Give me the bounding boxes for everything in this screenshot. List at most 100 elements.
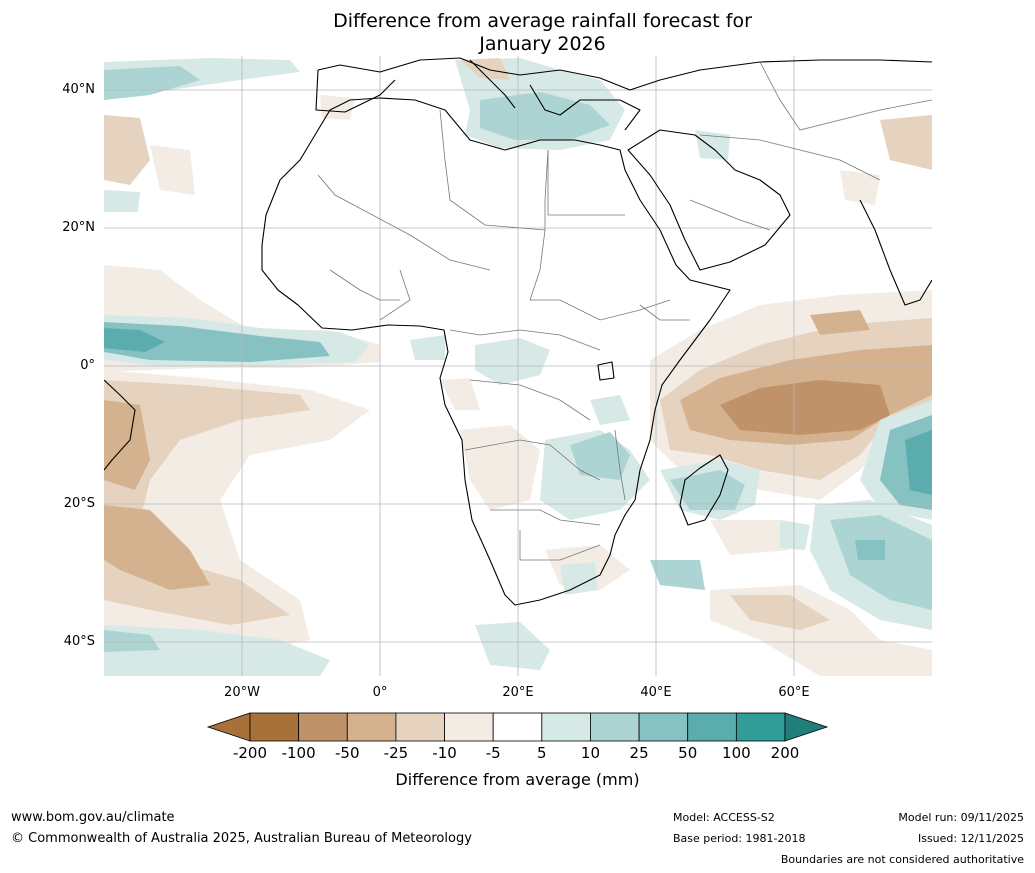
footer-copyright: © Commonwealth of Australia 2025, Austra… [11, 831, 472, 846]
lat-label-20s: 20°S [63, 496, 95, 511]
border-middle-east [699, 134, 881, 181]
anomaly-wet-south-cape [475, 622, 550, 670]
colorbar-tick-label: 10 [580, 744, 600, 762]
coastlines [104, 57, 932, 606]
anomaly-wet-tropical-atlantic-mid [104, 322, 330, 362]
colorbar-tick-label: -5 [485, 744, 501, 762]
lon-label-20w: 20°W [224, 685, 260, 700]
border-south-africa [519, 530, 601, 561]
anomaly-wet-middle-east [695, 130, 730, 160]
colorbar [206, 712, 829, 742]
colorbar-title: Difference from average (mm) [395, 770, 640, 789]
border-mozambique [614, 429, 626, 501]
anomaly-dry-maldives [810, 310, 870, 335]
colorbar-swatches [249, 712, 786, 742]
anomaly-wet-north-atlantic-core [104, 66, 200, 100]
anomaly-wet-south-indian-ocean [830, 515, 932, 610]
colorbar-tick-label: 200 [770, 744, 800, 762]
colorbar-tick-label: 100 [722, 744, 751, 762]
coast-india [859, 199, 932, 306]
anomaly-wet-zambia [570, 432, 630, 480]
map-area [104, 56, 932, 676]
colorbar-tick-label: -25 [383, 744, 409, 762]
anomaly-dry-iran [880, 115, 932, 170]
colorbar-swatch [735, 712, 786, 742]
map-title: Difference from average rainfall forecas… [0, 10, 1035, 56]
anomaly-wet-tanzania [590, 395, 630, 425]
anomaly-wet-tropical-atlantic-core [104, 328, 165, 352]
anomaly-wet-atlantic-20n [104, 190, 140, 212]
anomaly-dry-south-atlantic-core [104, 505, 210, 590]
colorbar-swatch [492, 712, 543, 742]
colorbar-tick-label: -100 [281, 744, 316, 762]
colorbar-tick-label: -10 [432, 744, 457, 762]
anomaly-dry-arabian-sea-north [840, 170, 880, 205]
footer-disclaimer: Boundaries are not considered authoritat… [780, 853, 1024, 866]
coast-africa [261, 97, 731, 606]
coast-iberia [315, 69, 396, 113]
border-angola-zambia [464, 439, 601, 481]
anomaly-wet-mozambique-south [650, 560, 705, 590]
anomaly-dry-iberia [320, 95, 355, 120]
coast-madagascar [679, 454, 729, 526]
colorbar-tick-label: 5 [537, 744, 547, 762]
colorbar-tick-label: -200 [232, 744, 268, 762]
border-caucasus-iran [759, 61, 932, 131]
colorbar-swatch [541, 712, 591, 742]
colorbar-swatch [590, 712, 640, 742]
anomaly-wet-congo [475, 338, 550, 385]
anomaly-wet-south-africa-east [560, 562, 598, 595]
anomaly-wet-small-south-indian [780, 520, 810, 550]
coast-greece-turkey [529, 84, 641, 131]
lon-label-0: 0° [372, 685, 388, 700]
border-saudi-yemen [689, 199, 771, 231]
border-ethiopia-somalia [639, 304, 690, 321]
footer-issued: Issued: 12/11/2025 [917, 832, 1024, 845]
colorbar-swatch [687, 712, 737, 742]
border-sahara-west [317, 174, 491, 271]
border-drc-south [469, 379, 591, 421]
colorbar-extend-low [206, 712, 251, 742]
anomaly-dry-southern-indian [730, 595, 830, 630]
lat-label-40s: 40°S [63, 634, 95, 649]
coast-europe [317, 57, 932, 91]
border-west-africa-b [329, 269, 400, 301]
coast-italy [469, 59, 516, 109]
title-line-1: Difference from average rainfall forecas… [333, 10, 752, 32]
lon-label-20e: 20°E [502, 685, 534, 700]
anomaly-dry-canary [150, 145, 195, 195]
colorbar-tick-label: 25 [629, 744, 649, 762]
colorbar-swatch [298, 712, 348, 742]
anomaly-dry-west-africa-coast [104, 115, 150, 185]
colorbar-swatch [638, 712, 689, 742]
anomaly-wet-gabon [410, 335, 445, 360]
footer-model-run: Model run: 09/11/2025 [898, 811, 1024, 824]
anomaly-dry-mascarene [710, 520, 790, 555]
border-chad-sudan [529, 229, 671, 321]
coast-brazil [104, 379, 136, 471]
colorbar-extend-high [784, 712, 829, 742]
footer-base-period: Base period: 1981-2018 [673, 832, 806, 845]
border-namibia-botswana [490, 509, 601, 526]
anomaly-wet-southern-ocean-west-core [104, 630, 160, 652]
anomaly-dry-indian-ocean-core [720, 380, 890, 435]
anomaly-wet-south-indian-ocean-core [855, 540, 885, 560]
anomaly-wet-madagascar [670, 470, 745, 510]
border-egypt-sudan [547, 150, 625, 216]
coast-arabia [627, 129, 791, 271]
colorbar-swatch [395, 712, 445, 742]
lon-label-60e: 60°E [778, 685, 810, 700]
title-line-2: January 2026 [479, 33, 606, 55]
colorbar-tick-label: 50 [678, 744, 698, 762]
border-central-africa [449, 329, 601, 351]
anomaly-fields [104, 58, 932, 676]
footer-website: www.bom.gov.au/climate [11, 810, 175, 825]
lat-label-40n: 40°N [62, 82, 95, 97]
colorbar-swatch [346, 712, 397, 742]
border-west-africa-a [379, 269, 411, 321]
footer-model: Model: ACCESS-S2 [673, 811, 775, 824]
lat-label-20n: 20°N [62, 220, 95, 235]
border-algeria-libya [439, 109, 549, 231]
country-boundaries [317, 61, 932, 561]
